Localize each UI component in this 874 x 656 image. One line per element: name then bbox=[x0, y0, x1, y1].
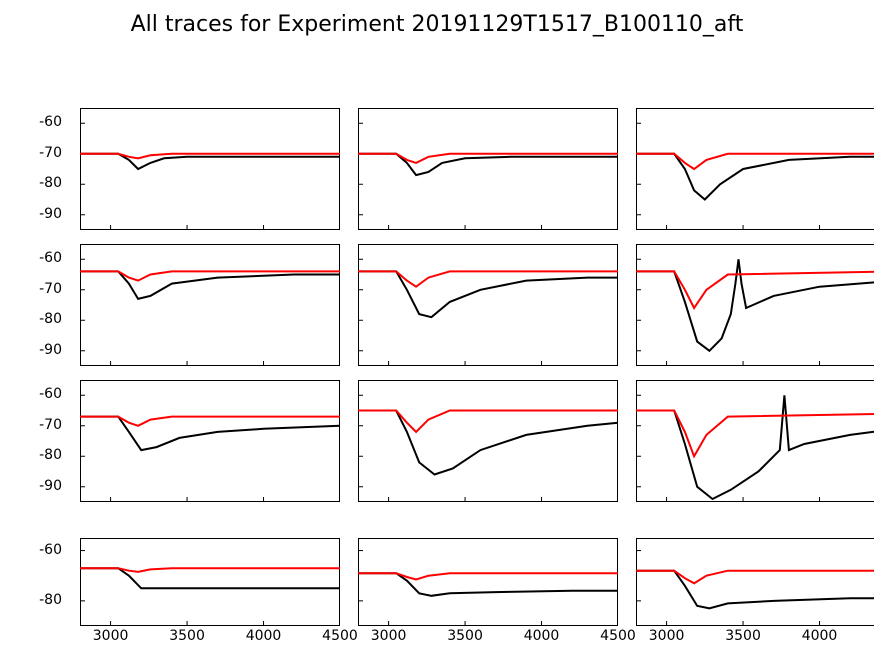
x-tick-label: 3000 bbox=[91, 628, 131, 644]
y-tick-label: -80 bbox=[34, 447, 62, 463]
trace-black bbox=[80, 271, 340, 299]
x-tick-label: 3500 bbox=[723, 628, 763, 644]
x-tick-label: 3500 bbox=[167, 628, 207, 644]
subplot bbox=[80, 380, 340, 502]
trace-red bbox=[80, 417, 340, 426]
y-tick-label: -60 bbox=[34, 386, 62, 402]
trace-black bbox=[358, 573, 618, 596]
trace-black bbox=[358, 411, 618, 475]
x-tick-label: 3500 bbox=[445, 628, 485, 644]
x-tick-label: 3000 bbox=[647, 628, 687, 644]
subplot bbox=[636, 244, 874, 366]
subplot bbox=[636, 380, 874, 502]
trace-black bbox=[80, 568, 340, 588]
trace-black bbox=[636, 154, 874, 200]
y-tick-label: -70 bbox=[34, 145, 62, 161]
trace-black bbox=[636, 571, 874, 609]
y-tick-label: -80 bbox=[34, 592, 62, 608]
subplot bbox=[80, 108, 340, 230]
subplot bbox=[636, 108, 874, 230]
subplot bbox=[358, 108, 618, 230]
subplot bbox=[80, 244, 340, 366]
trace-red bbox=[358, 573, 618, 579]
subplot bbox=[358, 244, 618, 366]
y-tick-label: -80 bbox=[34, 311, 62, 327]
y-tick-label: -70 bbox=[34, 417, 62, 433]
x-tick-label: 4000 bbox=[800, 628, 840, 644]
subplot bbox=[358, 380, 618, 502]
y-tick-label: -90 bbox=[34, 206, 62, 222]
page-title: All traces for Experiment 20191129T1517_… bbox=[0, 12, 874, 37]
y-tick-label: -90 bbox=[34, 342, 62, 358]
chart-grid: -60 -70 -80 -90 -60 -70 -80 -90 -60 -70 -80 -90 -60 -… bbox=[30, 60, 860, 650]
trace-red bbox=[80, 568, 340, 572]
y-tick-label: -80 bbox=[34, 175, 62, 191]
x-tick-label: 4500 bbox=[598, 628, 638, 644]
y-tick-label: -60 bbox=[34, 114, 62, 130]
trace-black bbox=[358, 154, 618, 175]
trace-red bbox=[636, 411, 874, 457]
y-tick-label: -60 bbox=[34, 542, 62, 558]
x-tick-label: 4500 bbox=[320, 628, 360, 644]
trace-red bbox=[636, 571, 874, 584]
x-tick-label: 3000 bbox=[369, 628, 409, 644]
subplot bbox=[358, 538, 618, 626]
y-tick-label: -90 bbox=[34, 478, 62, 494]
x-tick-label: 4000 bbox=[244, 628, 284, 644]
subplot bbox=[80, 538, 340, 626]
trace-black bbox=[358, 271, 618, 317]
x-tick-label: 4000 bbox=[522, 628, 562, 644]
trace-red bbox=[636, 271, 874, 308]
y-tick-label: -70 bbox=[34, 281, 62, 297]
trace-black bbox=[80, 154, 340, 169]
y-tick-label: -60 bbox=[34, 250, 62, 266]
subplot bbox=[636, 538, 874, 626]
trace-black bbox=[80, 417, 340, 451]
